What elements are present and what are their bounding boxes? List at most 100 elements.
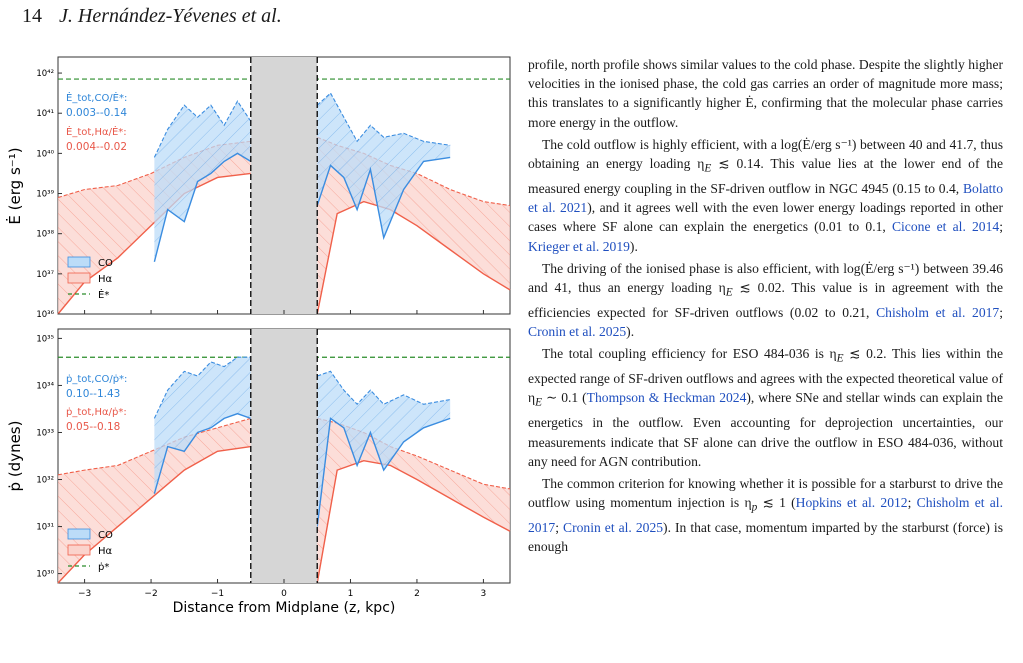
energy-y-label: Ė (erg s⁻¹) [5,147,24,224]
energy-ha-ratio-value: 0.004--0.02 [66,141,127,153]
momentum-y-ticks: 10³⁵ 10³⁴ 10³³ 10³² 10³¹ 10³⁰ [36,334,62,580]
legend-ha-label: Hα [98,274,113,285]
legend-co-swatch [67,256,91,268]
page-number: 14 [22,5,42,27]
co-band-hatch [154,357,251,494]
y-tick-label: 10⁴⁰ [36,149,54,159]
citation-link[interactable]: Krieger et al. 2019 [528,238,630,254]
energy-x-ticks [84,310,484,314]
momentum-co-ratio-value: 0.10--1.43 [66,388,120,400]
citation-link[interactable]: Cronin et al. 2025 [563,520,664,536]
p4-sub: E [535,397,543,410]
co-lower-line [316,156,451,241]
p5-sub: p [751,501,758,514]
x-axis-label: Distance from Midplane (z, kpc) [173,600,396,616]
energy-co-ratio-label: Ė_tot,CO/Ė*: [66,91,127,104]
p3-sub: E [725,286,733,299]
energetics-figure: 10⁴² 10⁴¹ 10⁴⁰ 10³⁹ 10³⁸ 10³⁷ 10³⁶ Ė (erg s⁻¹)… [5,56,511,616]
y-tick-label: 10³⁷ [36,270,54,280]
energy-legend: CO Hα Ė* [67,256,113,301]
co-upper-line [153,356,251,419]
momentum-co-ratio-label: ṗ_tot,CO/ṗ*: [66,374,127,385]
y-tick-label: 10³¹ [36,523,54,533]
y-tick-label: 10⁴² [36,69,54,79]
p5-text: The common criterion for knowing whether… [528,475,1003,511]
legend-co-label: CO [98,530,113,541]
citation-link[interactable]: Cicone et al. 2014 [891,219,1000,235]
momentum-ha-ratio-label: ṗ_tot,Hα/ṗ*: [66,407,127,418]
page-header: 14 J. Hernández-Yévenes et al. [22,4,282,28]
ha-lower-line [316,200,511,315]
citation-link[interactable]: Chisholm et al. 2017 [876,304,1000,320]
co-upper-line [317,370,451,406]
p5-text: ). In that case, momentum imparted by th… [528,520,1003,555]
citation-link[interactable]: Cronin et al. 2025 [528,324,627,340]
p5-text: ; [907,495,917,511]
p4-text: ≲ 0.2. This lies within the expected ran… [528,346,1003,406]
citation-link[interactable]: Thompson & Heckman 2024 [586,390,747,406]
p3-text: The driving of the ionised phase is also… [528,260,1003,295]
momentum-x-ticks: −3 −2 −1 0 1 2 3 [78,579,486,599]
paragraph-3: The driving of the ionised phase is also… [528,259,1003,342]
p4-text: ∼ 0.1 ( [542,390,587,406]
momentum-panel: 10³⁵ 10³⁴ 10³³ 10³² 10³¹ 10³⁰ −3 −2 −1 0 1 2 3 ṗ (d… [6,328,511,599]
legend-co-label: CO [98,258,113,269]
y-tick-label: 10³² [36,476,54,486]
momentum-marks [57,329,511,584]
p2-text: ). [629,238,638,254]
co-lower-line [316,417,451,527]
y-tick-label: 10³⁴ [36,381,54,391]
p4-text: ), where SNe and stellar winds can expla… [528,390,1003,469]
x-tick-label: −1 [211,589,224,599]
p3-text: ; [999,304,1004,320]
citation-link[interactable]: Bolatto et al. 2021 [528,180,1003,216]
citation-link[interactable]: Chisholm et al. 2017 [528,495,1003,536]
p4-text: The total coupling efficiency for ESO 48… [542,346,837,362]
co-band-hatch [317,93,451,238]
p2-sub: E [704,162,712,175]
paragraph-5: The common criterion for knowing whether… [528,474,1003,557]
p5-text: ; [555,520,563,536]
paragraph-4: The total coupling efficiency for ESO 48… [528,344,1003,471]
body-text-column: profile, north profile shows similar val… [528,55,1003,559]
x-tick-label: 3 [481,589,487,599]
momentum-legend: CO Hα ṗ* [67,528,113,573]
excluded-midplane-region [250,329,318,583]
p5-text: ≲ 1 ( [757,495,796,511]
paragraph-1: profile, north profile shows similar val… [528,55,1003,132]
co-band-hatch [317,371,451,527]
p2-text: ; [999,219,1003,235]
paragraph-2: The cold outflow is highly efficient, wi… [528,135,1003,256]
p4-sub: E [836,353,844,365]
y-tick-label: 10⁴¹ [36,109,54,119]
ha-lower-line [316,459,511,584]
legend-ha-label: Hα [98,546,113,557]
running-authors: J. Hernández-Yévenes et al. [59,5,282,27]
energy-y-ticks: 10⁴² 10⁴¹ 10⁴⁰ 10³⁹ 10³⁸ 10³⁷ 10³⁶ [36,69,62,320]
y-tick-label: 10³⁹ [36,190,54,200]
momentum-ha-ratio-value: 0.05--0.18 [66,421,120,433]
co-upper-line [316,92,451,146]
co-band-hatch [154,101,251,262]
momentum-y-label: ṗ (dynes) [6,421,24,492]
x-tick-label: 1 [348,589,354,599]
y-tick-label: 10³³ [36,428,54,438]
x-tick-label: 0 [281,589,287,599]
y-tick-label: 10³⁵ [36,334,54,344]
citation-link[interactable]: Hopkins et al. 2012 [795,495,908,511]
co-upper-line [153,100,252,158]
legend-ha-swatch [67,272,91,284]
p1-text: profile, north profile shows similar val… [528,57,1003,130]
excluded-midplane-region [250,57,318,314]
y-tick-label: 10³⁰ [36,570,54,580]
p3-text: ≲ 0.02. This value is in agreement with … [528,279,1003,320]
co-lower-line [153,152,252,262]
legend-ref-label: ṗ* [98,562,109,573]
co-lower-line [153,412,251,494]
p2-text: ≲ 0.14. This value lies at the lower end… [528,156,1004,196]
x-tick-label: −2 [144,589,157,599]
ha-upper-line [57,417,251,476]
legend-co-swatch [67,528,91,540]
y-tick-label: 10³⁶ [36,310,54,320]
energy-ha-ratio-label: Ė_tot,Hα/Ė*: [66,125,127,138]
